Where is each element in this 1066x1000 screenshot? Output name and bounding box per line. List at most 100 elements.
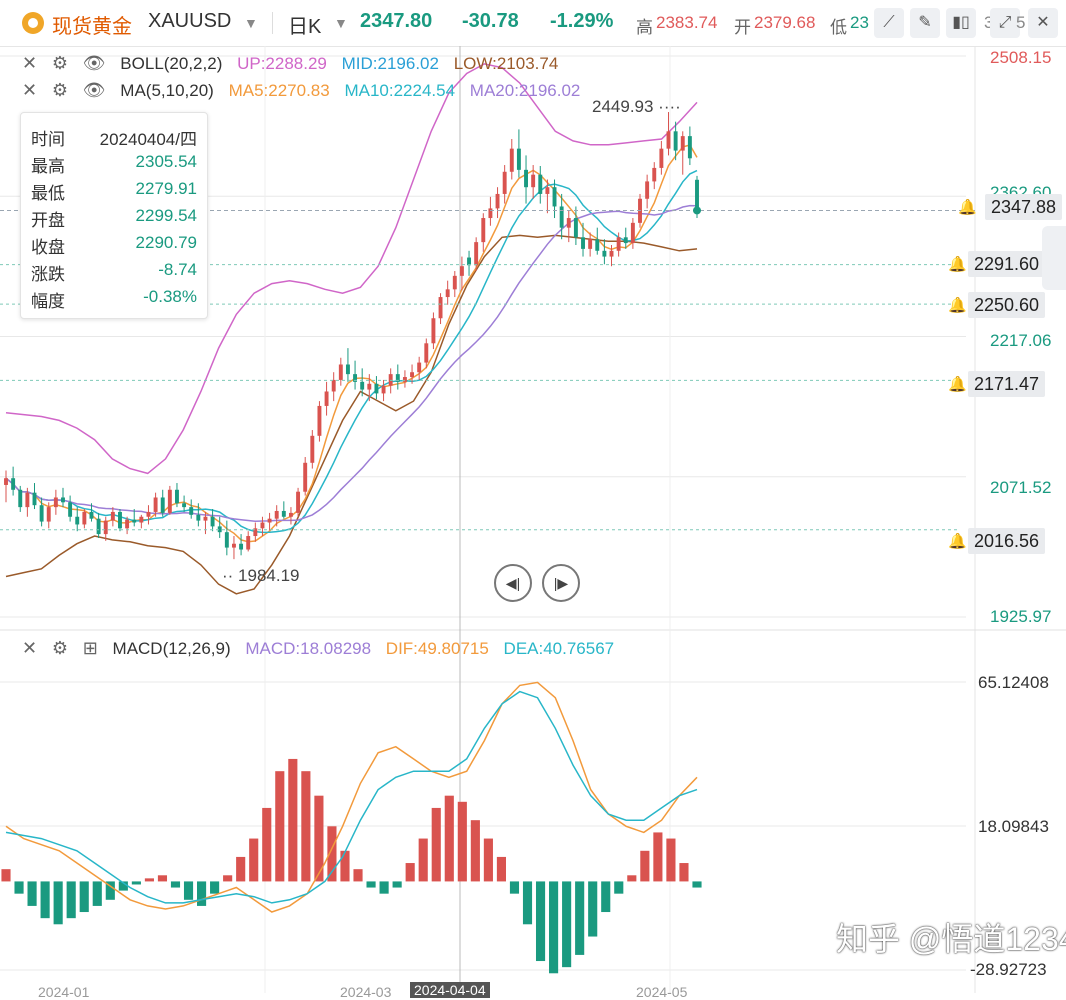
candle-body: [89, 511, 94, 519]
candle-body: [175, 489, 179, 504]
symbol-dropdown-icon[interactable]: ▼: [244, 15, 258, 31]
macd-histogram-bar: [679, 863, 689, 882]
close-icon[interactable]: ✕: [22, 53, 38, 73]
macd-histogram-bar: [509, 881, 520, 894]
ruler-icon[interactable]: ⟋: [874, 8, 904, 38]
alert-price-tag[interactable]: 2171.47: [968, 371, 1046, 397]
alert-price-tag[interactable]: 2250.60: [968, 292, 1046, 318]
indicator-count[interactable]: 3: [984, 13, 994, 32]
prev-button[interactable]: ◀|: [494, 564, 532, 602]
candle-body: [4, 478, 8, 485]
low-value-partial: 23: [850, 13, 869, 32]
add-icon[interactable]: ⊞: [82, 638, 98, 658]
candle-body: [239, 543, 244, 550]
price-axis-min: 1925.97: [990, 607, 1052, 626]
candle-body: [588, 239, 593, 249]
macd-axis-max: 65.12408: [978, 673, 1049, 692]
candle-body: [296, 491, 301, 513]
candle-body: [210, 516, 215, 527]
macd-histogram-bar: [692, 881, 702, 888]
symbol-code[interactable]: XAUUSD: [148, 10, 232, 32]
next-button[interactable]: |▶: [542, 564, 580, 602]
period-selector[interactable]: 日K: [288, 16, 322, 38]
candle-body: [388, 374, 393, 386]
price-axis-label: 2217.06: [990, 331, 1052, 350]
candle-body: [260, 522, 265, 529]
candle-body: [281, 510, 286, 517]
candle-body: [673, 131, 678, 151]
period-dropdown-icon[interactable]: ▼: [334, 15, 348, 31]
pencil-icon[interactable]: ✎: [910, 8, 940, 38]
macd-histogram-bar: [197, 881, 207, 906]
ma-name: MA(5,10,20): [120, 81, 214, 100]
alert-price-tag[interactable]: 2016.56: [968, 528, 1046, 554]
close-icon[interactable]: ✕: [1028, 8, 1058, 38]
eye-icon[interactable]: 👁: [82, 80, 106, 100]
settings-icon[interactable]: ⚙: [51, 80, 68, 100]
candle-body: [310, 435, 315, 463]
candle-body: [360, 381, 365, 390]
candlesticks: [4, 112, 699, 560]
macd-histogram-bar: [457, 801, 467, 882]
close-icon[interactable]: ✕: [22, 638, 38, 658]
macd-histogram-bar: [379, 881, 389, 894]
settings-icon[interactable]: ⚙: [51, 53, 68, 73]
info-key: 最高: [31, 157, 65, 176]
max-annotation: 2449.93 ····: [592, 97, 681, 116]
candle-body: [687, 136, 692, 159]
candle-body: [167, 489, 172, 513]
candle-body: [402, 377, 407, 382]
info-row-high: 最高 2305.54: [31, 152, 197, 178]
candle-body: [82, 511, 87, 525]
guide-lines: [0, 206, 975, 531]
macd-histogram-bar: [53, 881, 63, 925]
symbol-name[interactable]: 现货黄金: [52, 16, 132, 38]
macd-histogram-bar: [483, 838, 493, 882]
fullscreen-icon[interactable]: ⤢: [990, 8, 1020, 38]
macd-histogram-bar: [314, 795, 324, 882]
info-value: 2305.54: [135, 152, 197, 171]
eye-icon[interactable]: 👁: [82, 53, 106, 73]
alert-bell-icon[interactable]: 🔔: [948, 256, 967, 273]
candle-body: [53, 497, 58, 508]
macd-histogram-bar: [301, 771, 311, 882]
macd-histogram-bar: [105, 881, 115, 900]
last-price-tag: 2347.88: [985, 194, 1063, 220]
info-value: 2299.54: [135, 206, 197, 225]
macd-histogram-bar: [666, 838, 676, 882]
alert-bell-icon[interactable]: 🔔: [948, 376, 967, 393]
date-label: 2024-03: [340, 984, 392, 1000]
candle-body: [438, 297, 443, 319]
macd-axis-min: -28.92723: [970, 960, 1047, 979]
candle-body: [559, 206, 564, 228]
settings-icon[interactable]: ⚙: [51, 638, 68, 658]
alert-price-tag[interactable]: 2291.60: [968, 251, 1046, 277]
info-key: 最低: [31, 184, 65, 203]
watermark: 知乎 @悟道1234: [836, 921, 1066, 957]
candle-body: [18, 489, 23, 508]
ma20-value: MA20:2196.02: [469, 81, 581, 100]
dif-line: [5, 681, 698, 913]
macd-histogram-bar: [444, 795, 454, 882]
hidden-suffix: 5: [1016, 13, 1026, 32]
info-value: 2279.91: [135, 179, 197, 198]
candles-icon[interactable]: ▮▯: [946, 8, 976, 38]
macd-histogram-bar: [262, 807, 272, 882]
macd-histogram-bar: [340, 850, 350, 882]
side-panel-handle[interactable]: [1042, 226, 1066, 290]
macd-histogram-bar: [144, 878, 154, 882]
boll-up: UP:2288.29: [237, 54, 327, 73]
kline-chart[interactable]: [0, 46, 1066, 993]
candle-body: [25, 492, 30, 508]
alert-bell-icon[interactable]: 🔔: [958, 199, 977, 216]
alert-bell-icon[interactable]: 🔔: [948, 533, 967, 550]
ma5-value: MA5:2270.83: [228, 81, 330, 100]
info-key: 时间: [31, 130, 65, 149]
alert-bell-icon[interactable]: 🔔: [948, 297, 967, 314]
close-icon[interactable]: ✕: [22, 80, 38, 100]
macd-histogram-bar: [14, 881, 24, 894]
candle-body: [680, 136, 685, 151]
candle-body: [338, 364, 343, 380]
candle-body: [566, 218, 571, 228]
macd-legend: ✕ ⚙ ⊞ MACD(12,26,9) MACD:18.08298 DIF:49…: [22, 638, 624, 659]
